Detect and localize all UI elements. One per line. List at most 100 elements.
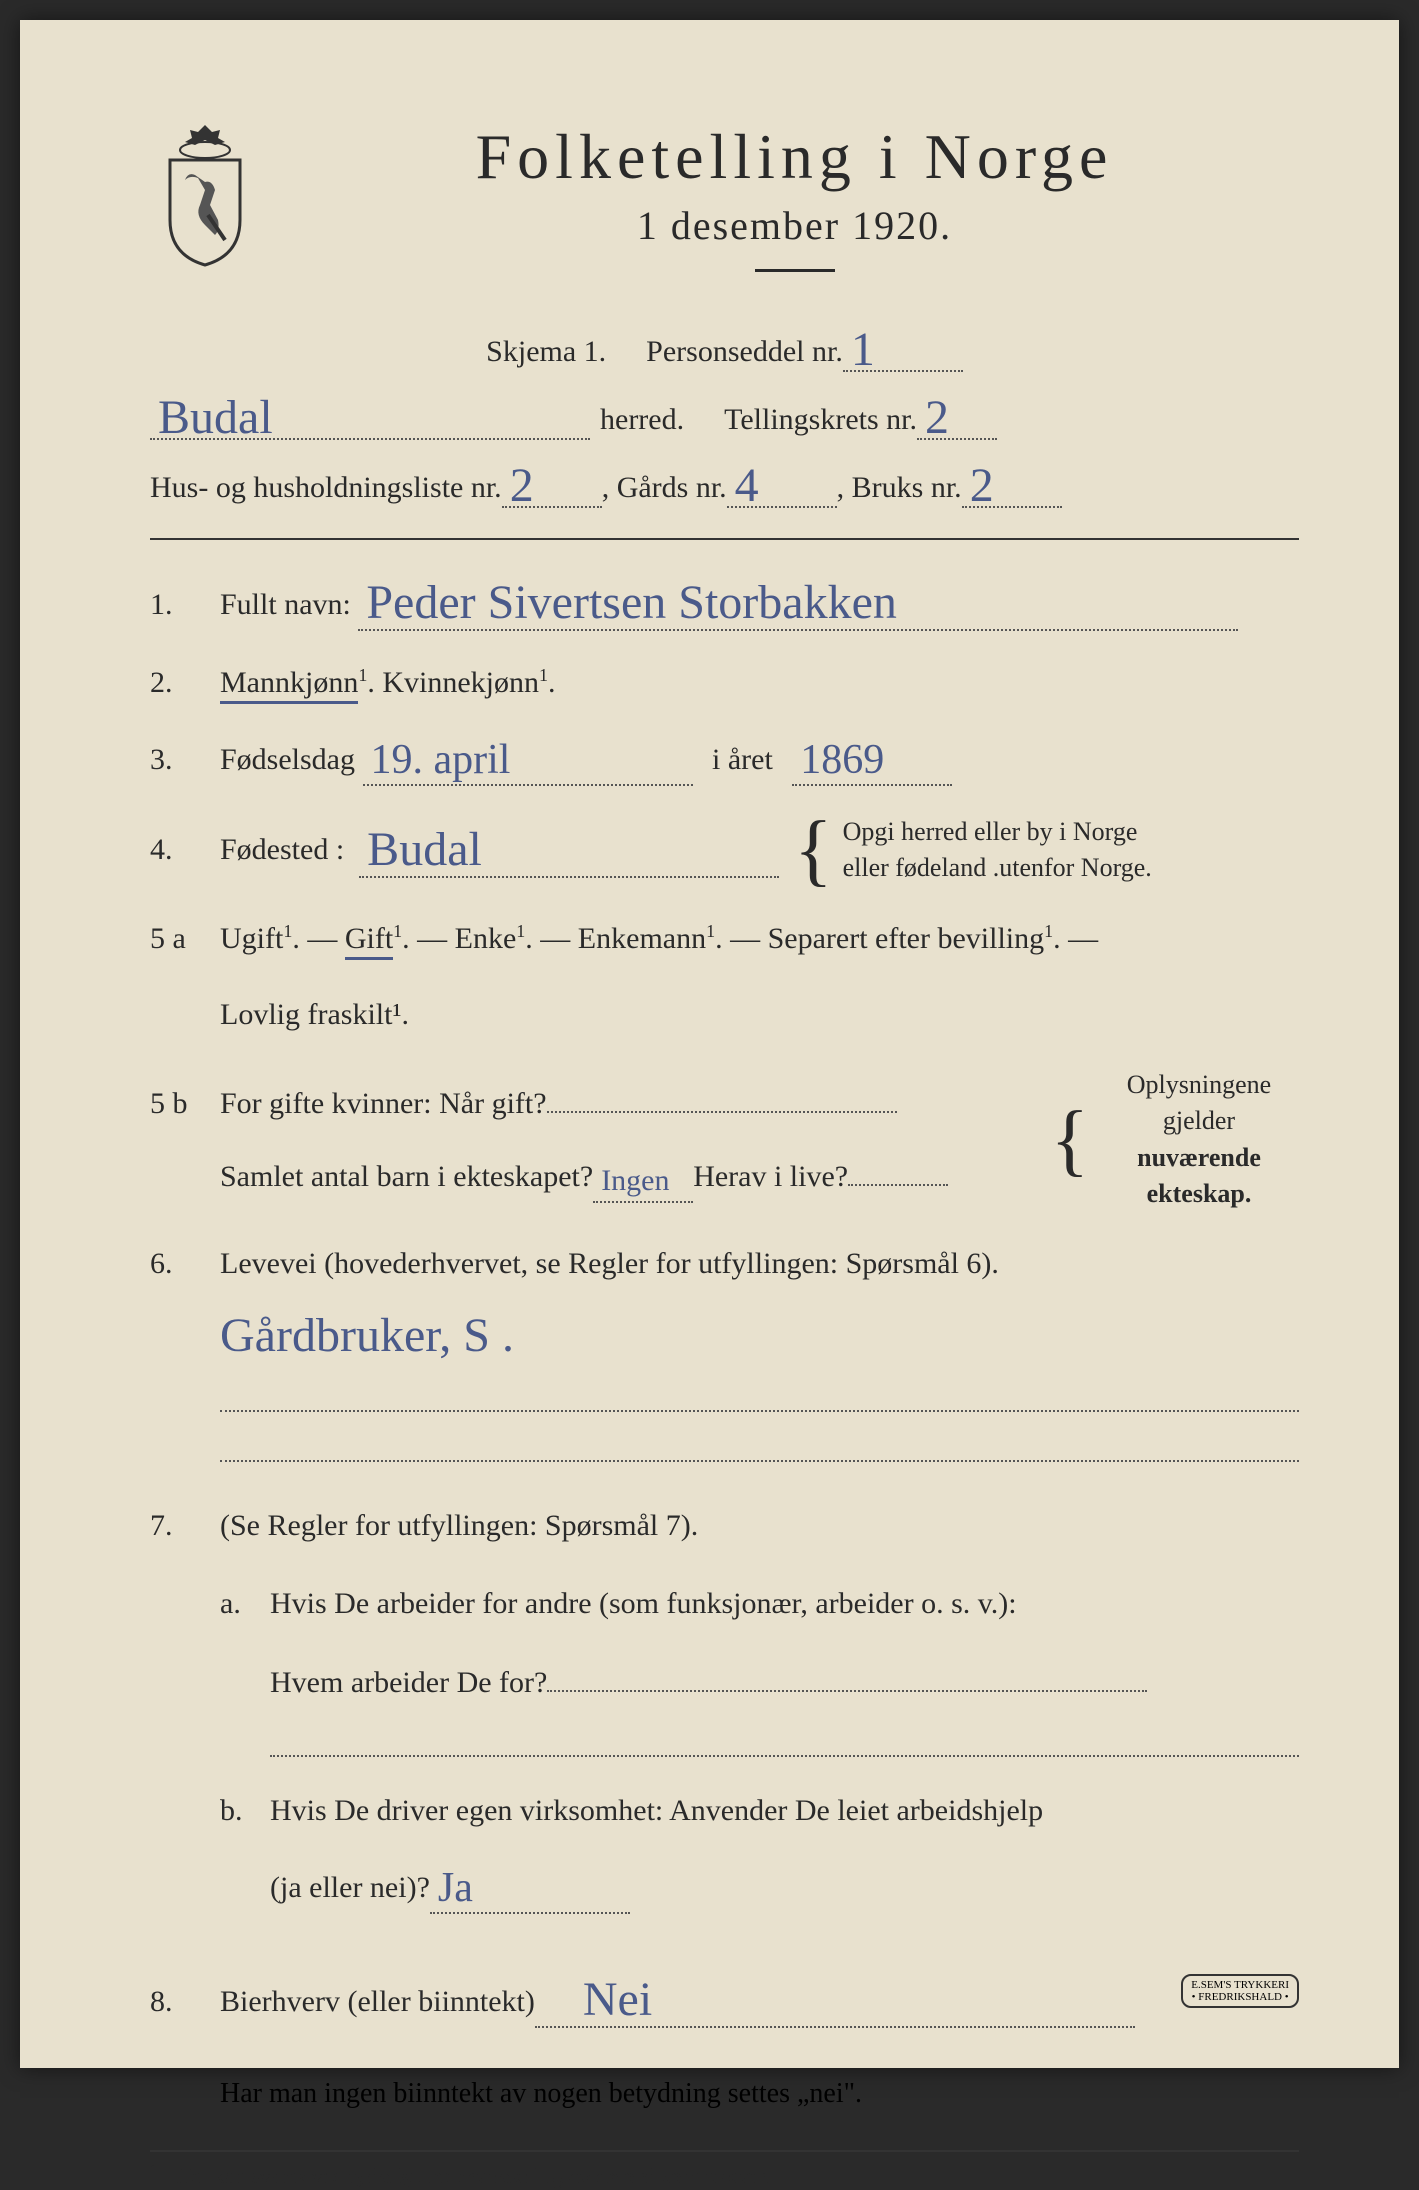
q5b: 5 b For gifte kvinner: Når gift? Samlet …: [150, 1067, 1299, 1213]
q5b-num: 5 b: [150, 1080, 220, 1128]
q1-value: Peder Sivertsen Storbakken: [366, 579, 897, 627]
q4-field[interactable]: Budal: [359, 822, 779, 878]
q8-num: 8.: [150, 1978, 220, 2026]
q1: 1. Fullt navn: Peder Sivertsen Storbakke…: [150, 575, 1299, 631]
personseddel-label: Personseddel nr.: [646, 335, 843, 369]
q7: 7. (Se Regler for utfyllingen: Spørsmål …: [150, 1502, 1299, 1944]
gards-value: 4: [735, 462, 759, 510]
q5b-label3: Herav i live?: [693, 1153, 848, 1201]
stamp-line1: E.SEM'S TRYKKERI: [1191, 1979, 1289, 1991]
q5a-line2: Lovlig fraskilt¹.: [220, 991, 1299, 1039]
title-divider: [755, 269, 835, 272]
q4-note-group: { Opgi herred eller by i Norge eller fød…: [794, 814, 1152, 887]
q7-num: 7.: [150, 1502, 220, 1550]
q2: 2. Mannkjønn1. Kvinnekjønn1.: [150, 659, 1299, 707]
tellingskrets-field[interactable]: 2: [917, 390, 997, 440]
q5a-num: 5 a: [150, 915, 220, 963]
herred-field[interactable]: Budal: [150, 390, 590, 440]
q4-note1: Opgi herred eller by i Norge: [843, 814, 1152, 850]
q1-label: Fullt navn:: [220, 588, 351, 621]
q6: 6. Levevei (hovederhvervet, se Regler fo…: [150, 1240, 1299, 1462]
q8-value: Nei: [583, 1976, 652, 2024]
q4: 4. Fødested : Budal { Opgi herred eller …: [150, 814, 1299, 887]
title-block: Folketelling i Norge 1 desember 1920.: [290, 110, 1299, 302]
q2-num: 2.: [150, 659, 220, 707]
q7a-line1: Hvis De arbeider for andre (som funksjon…: [270, 1580, 1299, 1628]
herred-row: Budal herred. Tellingskrets nr. 2: [150, 390, 1299, 440]
personseddel-field[interactable]: 1: [843, 322, 963, 372]
schema-label: Skjema 1.: [486, 335, 606, 369]
subtitle: 1 desember 1920.: [290, 202, 1299, 249]
q1-field[interactable]: Peder Sivertsen Storbakken: [358, 575, 1238, 631]
q4-note2: eller fødeland .utenfor Norge.: [843, 850, 1152, 886]
census-form-page: Folketelling i Norge 1 desember 1920. Sk…: [20, 20, 1399, 2068]
q8-label: Bierhverv (eller biinntekt): [220, 1978, 535, 2026]
bruks-field[interactable]: 2: [962, 458, 1062, 508]
q4-label: Fødested :: [220, 826, 344, 874]
q7b-value: Ja: [438, 1867, 473, 1909]
coat-of-arms-icon: [150, 120, 260, 270]
printer-stamp: E.SEM'S TRYKKERI • FREDRIKSHALD •: [1181, 1974, 1299, 2008]
q3-year-field[interactable]: 1869: [792, 735, 952, 786]
stamp-line2: • FREDRIKSHALD •: [1191, 1991, 1289, 2003]
footnote-divider: [150, 2150, 1299, 2152]
q7a-field[interactable]: [547, 1656, 1147, 1692]
hus-value: 2: [510, 462, 534, 510]
bruks-label: , Bruks nr.: [837, 471, 962, 505]
q3: 3. Fødselsdag 19. april i året 1869: [150, 735, 1299, 786]
tellingskrets-value: 2: [925, 394, 949, 442]
footer-note: Har man ingen biinntekt av nogen betydni…: [220, 2078, 1299, 2110]
q6-num: 6.: [150, 1240, 220, 1288]
q3-label: Fødselsdag: [220, 743, 355, 776]
q8-field[interactable]: Nei: [535, 1972, 1135, 2028]
q2-mannkjonn: Mannkjønn: [220, 666, 358, 704]
q2-kvinnekjonn: . Kvinnekjønn: [367, 666, 539, 699]
q6-label: Levevei (hovederhvervet, se Regler for u…: [220, 1247, 999, 1280]
personseddel-value: 1: [851, 326, 875, 374]
header: Folketelling i Norge 1 desember 1920.: [150, 110, 1299, 302]
q5b-gift-field[interactable]: [547, 1077, 897, 1113]
q7a-letter: a.: [220, 1580, 270, 1757]
q7b-field[interactable]: Ja: [430, 1863, 630, 1914]
q5b-note: Oplysningene gjelder nuværende ekteskap.: [1127, 1070, 1271, 1208]
q6-line1: [220, 1382, 1299, 1412]
q5b-label2: Samlet antal barn i ekteskapet?: [220, 1153, 593, 1201]
q7b-letter: b.: [220, 1787, 270, 1914]
q7-label: (Se Regler for utfyllingen: Spørsmål 7).: [220, 1502, 1299, 1550]
main-divider: [150, 538, 1299, 540]
q5b-note-group: { Oplysningene gjelder nuværende ekteska…: [1051, 1067, 1299, 1213]
gards-field[interactable]: 4: [727, 458, 837, 508]
q4-value: Budal: [367, 826, 482, 874]
q3-num: 3.: [150, 736, 220, 784]
q7b-line2: (ja eller nei)?: [270, 1864, 430, 1912]
hus-field[interactable]: 2: [502, 458, 602, 508]
bruks-value: 2: [970, 462, 994, 510]
q5b-label1: For gifte kvinner: Når gift?: [220, 1080, 547, 1128]
q6-value: Gårdbruker, S .: [220, 1312, 514, 1360]
main-title: Folketelling i Norge: [290, 120, 1299, 194]
q3-year-label: i året: [712, 743, 773, 776]
footnote-num: 1: [150, 2162, 158, 2179]
q3-day-value: 19. april: [371, 739, 511, 781]
herred-value: Budal: [158, 394, 273, 442]
footnote: 1 Her kan svares ved tydelig understrekn…: [150, 2162, 1299, 2189]
q1-num: 1.: [150, 581, 220, 629]
q5b-live-field[interactable]: [848, 1150, 948, 1186]
q7a: a. Hvis De arbeider for andre (som funks…: [220, 1580, 1299, 1757]
hus-label: Hus- og husholdningsliste nr.: [150, 471, 502, 505]
q3-year-value: 1869: [800, 739, 884, 781]
footnote-text: Her kan svares ved tydelig understreknin…: [176, 2164, 769, 2189]
q7a-extra-line: [270, 1727, 1299, 1757]
q5b-barn-field[interactable]: Ingen: [593, 1153, 693, 1203]
schema-row: Skjema 1. Personseddel nr. 1: [150, 322, 1299, 372]
herred-label: herred.: [600, 403, 684, 437]
q3-day-field[interactable]: 19. april: [363, 735, 693, 786]
q6-line2: [220, 1432, 1299, 1462]
q8: 8. Bierhverv (eller biinntekt) Nei: [150, 1972, 1299, 2028]
hus-row: Hus- og husholdningsliste nr. 2 , Gårds …: [150, 458, 1299, 508]
q5a: 5 a Ugift1. — Gift1. — Enke1. — Enkemann…: [150, 915, 1299, 1039]
tellingskrets-label: Tellingskrets nr.: [724, 403, 917, 437]
q7b-line1: Hvis De driver egen virksomhet: Anvender…: [270, 1787, 1299, 1835]
q7b: b. Hvis De driver egen virksomhet: Anven…: [220, 1787, 1299, 1914]
q4-num: 4.: [150, 826, 220, 874]
